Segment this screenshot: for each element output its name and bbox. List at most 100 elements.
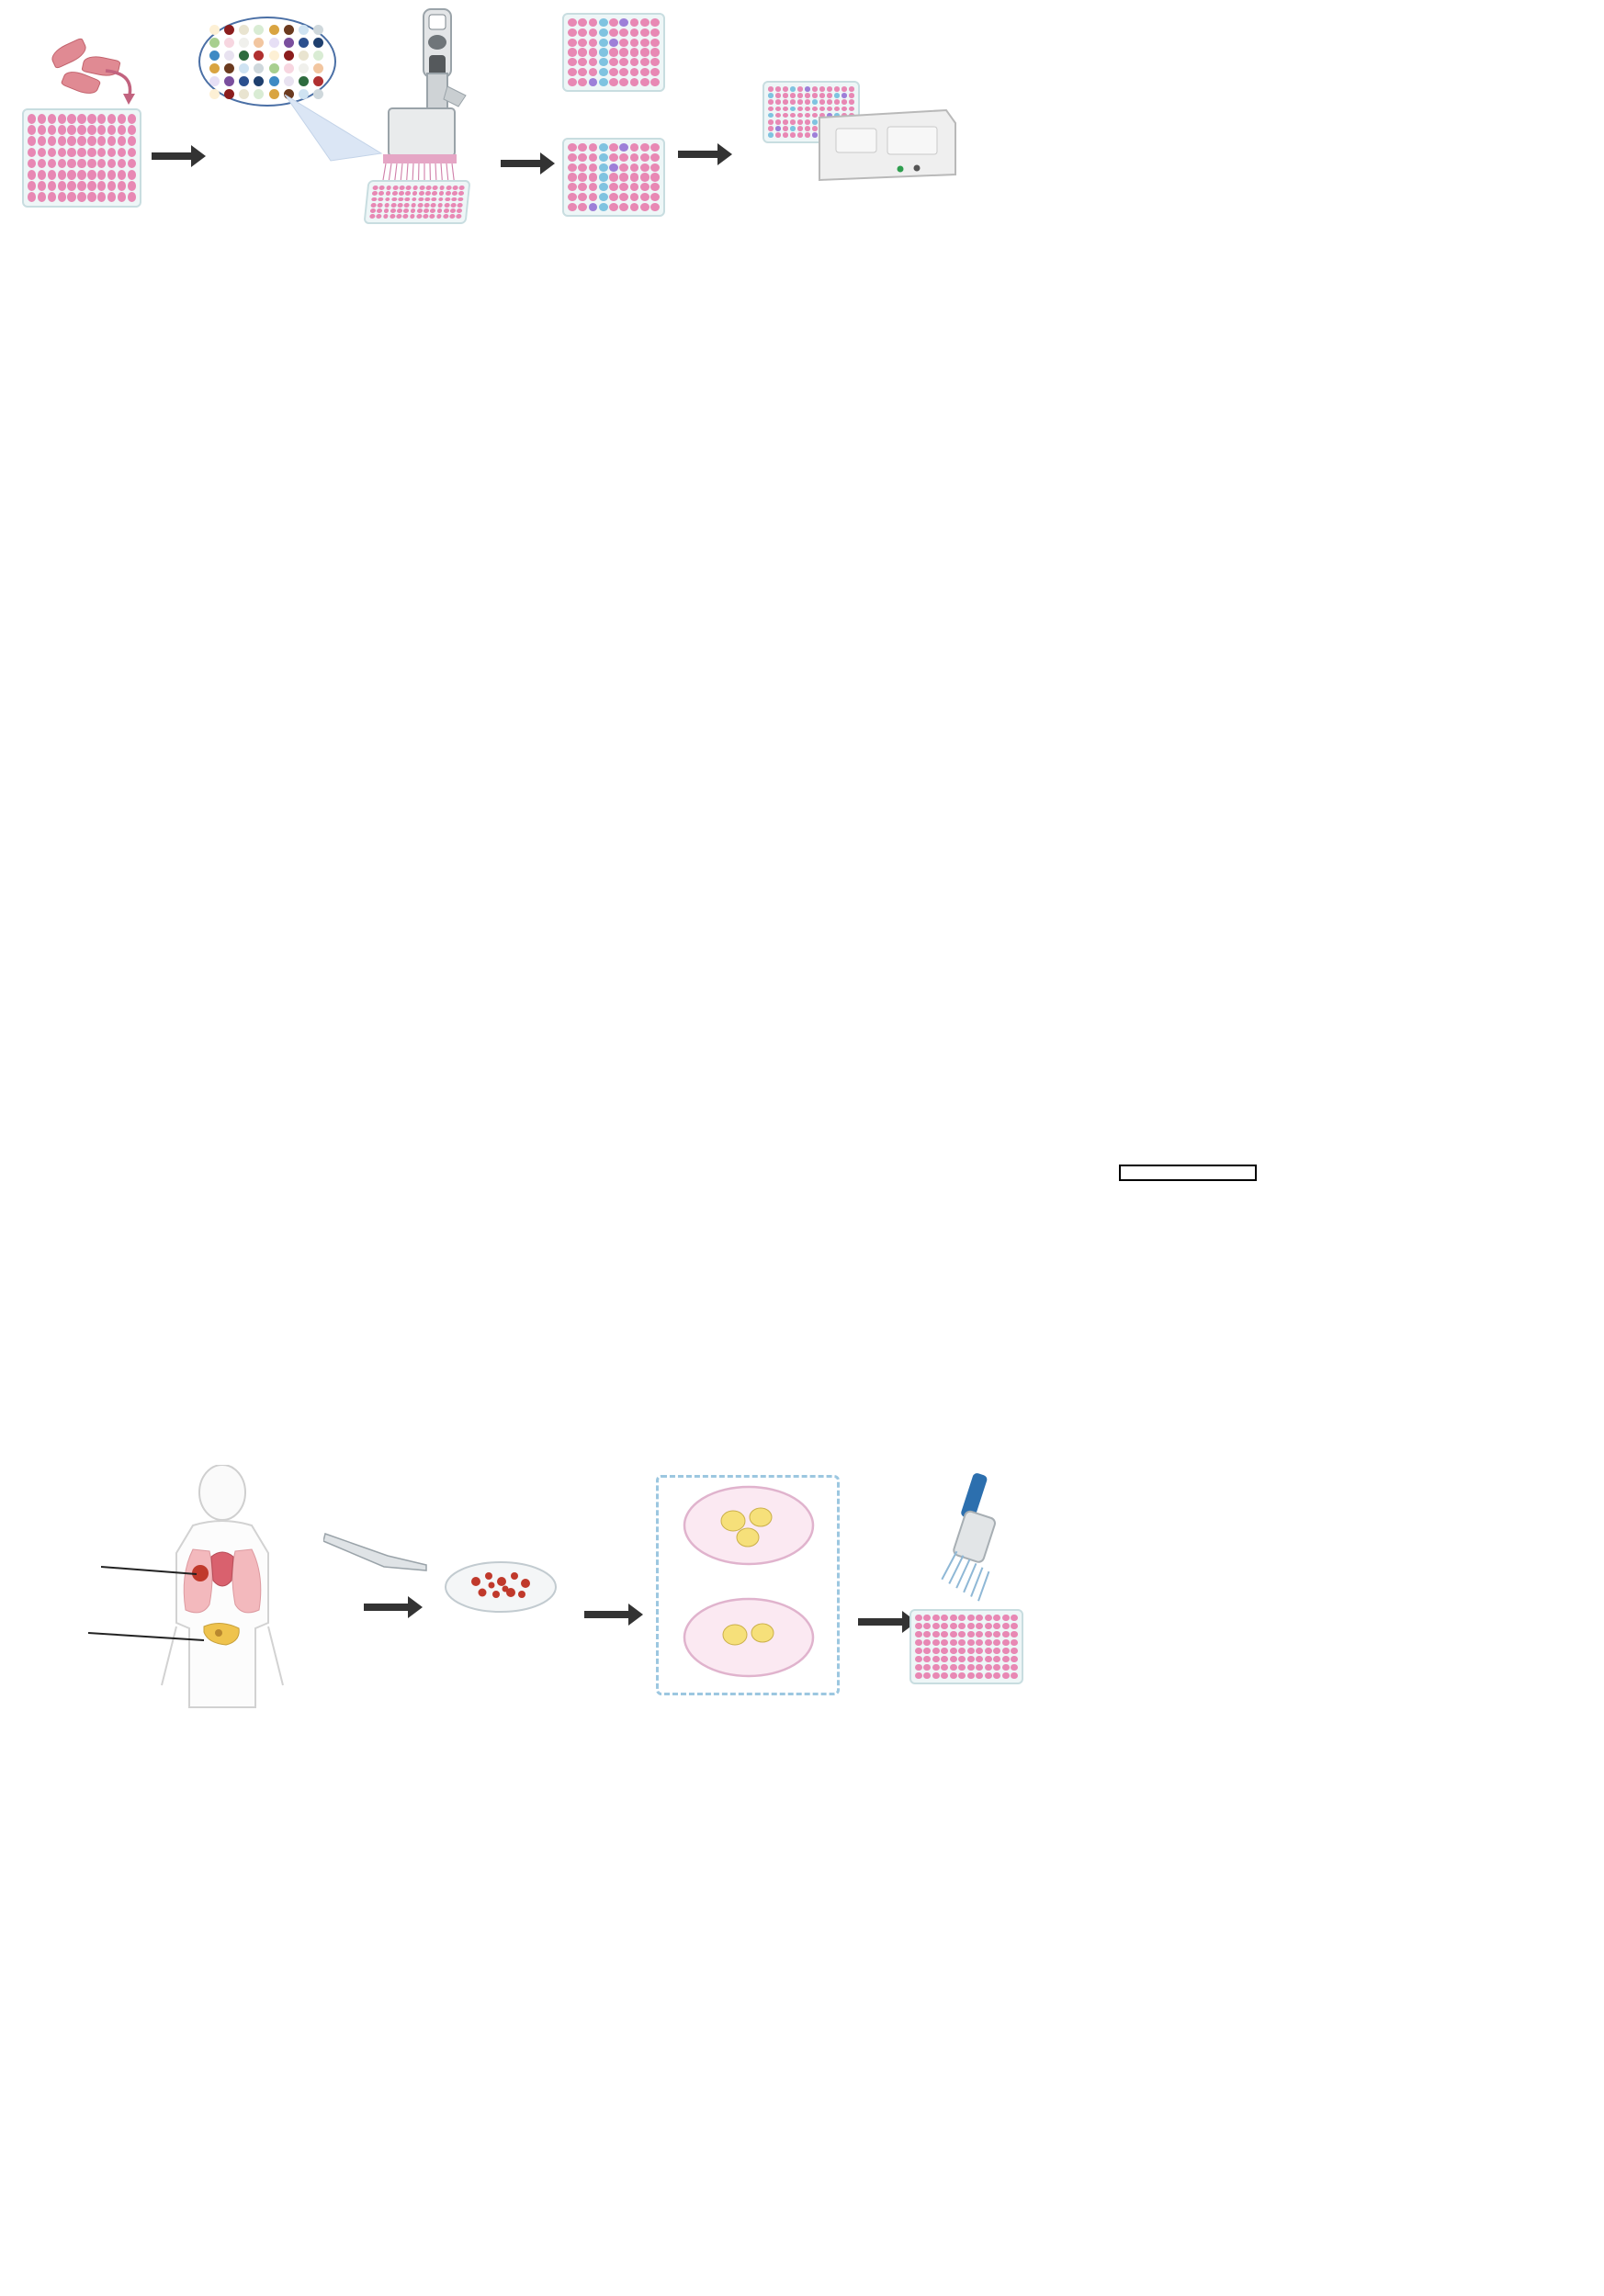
plate-well	[568, 58, 577, 67]
plate-well	[650, 67, 660, 77]
plate-well	[639, 58, 650, 67]
panel-e-venn-diagram	[1286, 1116, 1604, 1391]
plate-well	[127, 192, 136, 202]
plate-well	[37, 169, 47, 180]
plate-well	[915, 1663, 922, 1671]
plate-well	[598, 202, 608, 211]
plate-well	[768, 99, 774, 106]
metabolite-dot	[298, 75, 309, 86]
plate-well	[397, 202, 403, 208]
plate-well	[639, 183, 650, 192]
plate-well	[578, 38, 588, 47]
plate-well	[424, 191, 431, 196]
plate-well	[848, 99, 854, 106]
plate-well	[398, 197, 404, 202]
plate-well	[598, 183, 608, 192]
plate-well	[383, 208, 390, 213]
plate-well	[804, 93, 811, 98]
plate-well	[392, 186, 399, 190]
plate-well	[1001, 1615, 1010, 1622]
plate-well	[804, 112, 811, 118]
plate-well	[449, 208, 457, 213]
plate-well	[941, 1671, 949, 1679]
plate-well	[619, 28, 629, 38]
plate-well	[826, 112, 833, 118]
plate-well	[77, 136, 86, 147]
plate-well	[923, 1655, 932, 1663]
plate-well	[410, 202, 417, 208]
plate-well	[789, 106, 796, 112]
plate-well	[97, 169, 107, 180]
plate-well	[915, 1647, 922, 1655]
plate-well	[598, 173, 608, 182]
plate-well	[390, 208, 396, 213]
plate-well	[28, 136, 37, 147]
plate-well	[1001, 1638, 1010, 1647]
plate-well	[127, 158, 136, 169]
toxicity-plate-icon	[909, 1609, 1023, 1684]
plate-well	[819, 86, 826, 92]
plate-well	[117, 125, 127, 135]
plate-well	[398, 191, 404, 196]
plate-well	[932, 1647, 940, 1655]
plate-well	[789, 99, 796, 106]
plate-well	[993, 1655, 1001, 1663]
plate-well	[796, 86, 804, 92]
plate-well	[417, 197, 424, 202]
plate-well	[28, 169, 37, 180]
metabolite-dot	[283, 75, 294, 86]
plate-well	[923, 1622, 932, 1630]
plate-well	[57, 181, 66, 191]
plate-well	[976, 1630, 984, 1638]
plate-well	[568, 152, 577, 163]
plate-well	[424, 202, 430, 208]
patient-body-icon	[161, 1465, 284, 1708]
plate-well	[650, 143, 660, 152]
plate-well	[949, 1622, 957, 1630]
plate-well	[796, 132, 804, 138]
metabolite-dot	[283, 88, 294, 99]
plate-well	[966, 1671, 975, 1679]
plate-well	[28, 125, 37, 135]
plate-well	[578, 183, 588, 192]
plate-well	[1001, 1630, 1010, 1638]
plate-well	[609, 202, 618, 211]
plate-well	[629, 58, 639, 67]
plate-well	[107, 136, 117, 147]
plate-well	[609, 28, 618, 38]
plate-well	[619, 183, 629, 192]
plate-well	[28, 192, 37, 202]
plate-well	[841, 99, 848, 106]
plate-well	[848, 86, 854, 92]
plate-well	[993, 1647, 1001, 1655]
plate-well	[1011, 1647, 1018, 1655]
plate-well	[789, 132, 796, 138]
plate-well	[650, 28, 660, 38]
plate-well	[578, 152, 588, 163]
plate-well	[127, 136, 136, 147]
plate-well	[437, 197, 444, 202]
plate-well	[67, 169, 76, 180]
plate-well	[619, 67, 629, 77]
plate-well	[389, 214, 396, 219]
plate-well	[819, 106, 826, 112]
plate-well	[768, 132, 774, 138]
plate-well	[915, 1615, 922, 1622]
plate-well	[811, 126, 819, 131]
plate-well	[609, 38, 618, 47]
metabolite-dot	[224, 24, 235, 35]
plate-well	[578, 77, 588, 86]
plate-well	[97, 181, 107, 191]
plate-well	[639, 77, 650, 86]
plate-well	[619, 202, 629, 211]
plate-well	[619, 48, 629, 57]
plate-well	[588, 18, 598, 28]
plate-well	[57, 169, 66, 180]
plate-well	[376, 214, 382, 219]
metabolite-dot	[298, 24, 309, 35]
plate-well	[578, 173, 588, 182]
plate-well	[796, 118, 804, 125]
plate-well	[976, 1638, 984, 1647]
plate-well	[416, 208, 423, 213]
plate-well	[399, 186, 405, 190]
